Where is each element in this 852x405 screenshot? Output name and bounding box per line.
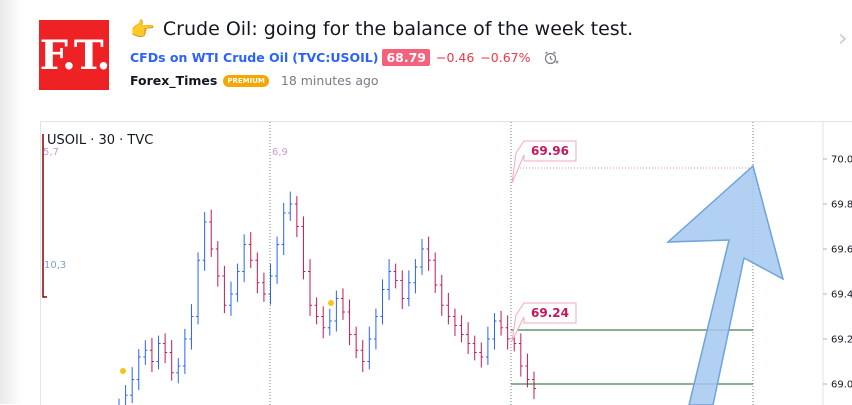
axis-tick-label: 69.0	[831, 380, 852, 391]
period-marker	[42, 134, 47, 298]
logo-text: F.T.	[39, 31, 111, 79]
axis-tick-label: 69.8	[831, 200, 852, 211]
arrow-up-icon	[665, 164, 785, 405]
price-badge: 68.79	[382, 49, 430, 66]
symbol-row: CFDs on WTI Crude Oil (TVC:USOIL) 68.79 …	[130, 49, 559, 66]
axis-tick-label: 69.4	[831, 290, 852, 301]
marker-label-2: 6,9	[272, 147, 288, 158]
callout-label: 69.96	[531, 144, 569, 158]
post-title-row: 👉 Crude Oil: going for the balance of th…	[130, 18, 633, 40]
chart-area[interactable]: 69.96 69.24 70.0 69.8 69.6 69.4 69.2 69.0 USOI…	[40, 121, 852, 405]
author-logo[interactable]: F.T.	[39, 20, 111, 90]
callout-box	[511, 140, 577, 184]
chart-legend: USOIL · 30 · TVC	[47, 133, 153, 148]
chevron-right-icon[interactable]: ›	[838, 24, 848, 52]
price-change-percent: −0.67%	[480, 50, 531, 65]
price-chart[interactable]: 69.96 69.24 70.0 69.8 69.6 69.4 69.2 69.0 USOI…	[41, 122, 852, 405]
instrument-link[interactable]: CFDs on WTI Crude Oil	[130, 50, 289, 65]
symbol-link[interactable]: (TVC:USOIL)	[292, 50, 379, 65]
premium-badge: PREMIUM	[223, 74, 269, 87]
marker-label-3: 10,3	[44, 260, 66, 271]
alarm-clock-icon[interactable]	[543, 49, 559, 66]
event-dot	[328, 300, 334, 306]
pointing-hand-icon: 👉	[130, 17, 155, 41]
axis-tick-label: 69.6	[831, 245, 852, 256]
callout-box	[511, 302, 577, 342]
axis-tick-label: 70.0	[831, 155, 852, 166]
event-dot	[120, 368, 126, 374]
marker-label-1: 5,7	[43, 147, 59, 158]
author-row: Forex_Times PREMIUM 18 minutes ago	[130, 73, 379, 88]
axis-tick-label: 69.2	[831, 335, 852, 346]
post-time: 18 minutes ago	[280, 73, 379, 88]
post-title[interactable]: Crude Oil: going for the balance of the …	[162, 18, 634, 40]
callout-label: 69.24	[531, 306, 569, 320]
author-name[interactable]: Forex_Times	[130, 73, 218, 88]
price-change: −0.46	[436, 50, 475, 65]
left-panel-shadow	[0, 0, 22, 404]
